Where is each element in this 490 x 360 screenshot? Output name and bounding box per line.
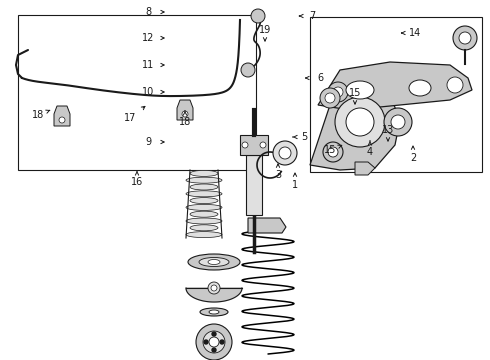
Text: 19: 19 [259,25,271,35]
Text: 15: 15 [324,145,336,155]
Ellipse shape [200,308,228,316]
Circle shape [328,147,338,157]
Text: 12: 12 [142,33,154,43]
Bar [310,17,482,172]
Ellipse shape [190,225,218,231]
Ellipse shape [209,310,219,314]
Circle shape [241,63,255,77]
Text: 2: 2 [410,153,416,163]
Text: 16: 16 [131,177,143,187]
Circle shape [335,97,385,147]
Circle shape [242,142,248,148]
Circle shape [182,111,188,117]
Ellipse shape [190,198,218,204]
Polygon shape [186,288,242,302]
Ellipse shape [208,260,220,265]
Bar [18,15,256,170]
Ellipse shape [409,80,431,96]
Circle shape [459,32,471,44]
Circle shape [333,87,343,97]
Ellipse shape [190,184,218,190]
Circle shape [323,142,343,162]
Circle shape [391,115,405,129]
Text: 10: 10 [142,87,154,97]
Circle shape [453,26,477,50]
Circle shape [279,147,291,159]
Circle shape [59,117,65,123]
Circle shape [384,108,412,136]
Circle shape [212,348,216,352]
Circle shape [211,285,217,291]
Text: 4: 4 [367,147,373,157]
Ellipse shape [346,81,374,99]
Text: 1: 1 [292,180,298,190]
Polygon shape [310,90,400,170]
Ellipse shape [199,257,229,266]
Ellipse shape [186,191,222,197]
Circle shape [251,9,265,23]
Text: 17: 17 [124,113,136,123]
Circle shape [196,324,232,360]
Polygon shape [318,62,472,110]
Circle shape [273,141,297,165]
Text: 8: 8 [145,7,151,17]
Ellipse shape [186,204,222,210]
Circle shape [320,88,340,108]
Text: 6: 6 [317,73,323,83]
Text: 13: 13 [382,125,394,135]
Circle shape [325,93,335,103]
Ellipse shape [190,170,218,176]
Circle shape [260,142,266,148]
Polygon shape [177,100,193,120]
Text: 3: 3 [275,170,281,180]
Text: 15: 15 [349,88,361,98]
Ellipse shape [190,211,218,217]
Circle shape [209,337,219,347]
Text: 9: 9 [145,137,151,147]
Text: 11: 11 [142,60,154,70]
Text: 18: 18 [32,110,44,120]
Polygon shape [240,135,268,155]
Polygon shape [246,155,262,215]
Circle shape [208,282,220,294]
Ellipse shape [186,231,222,238]
Text: 18: 18 [179,117,191,127]
Text: 14: 14 [409,28,421,38]
Circle shape [447,77,463,93]
Circle shape [212,332,216,336]
Circle shape [204,340,208,344]
Text: 5: 5 [301,132,307,142]
Polygon shape [355,162,375,175]
Polygon shape [54,106,70,126]
Ellipse shape [188,254,240,270]
Text: 7: 7 [309,11,315,21]
Circle shape [203,331,225,353]
Circle shape [220,340,224,344]
Circle shape [346,108,374,136]
Ellipse shape [186,218,222,224]
Ellipse shape [186,177,222,183]
Circle shape [328,82,348,102]
Polygon shape [248,218,286,233]
